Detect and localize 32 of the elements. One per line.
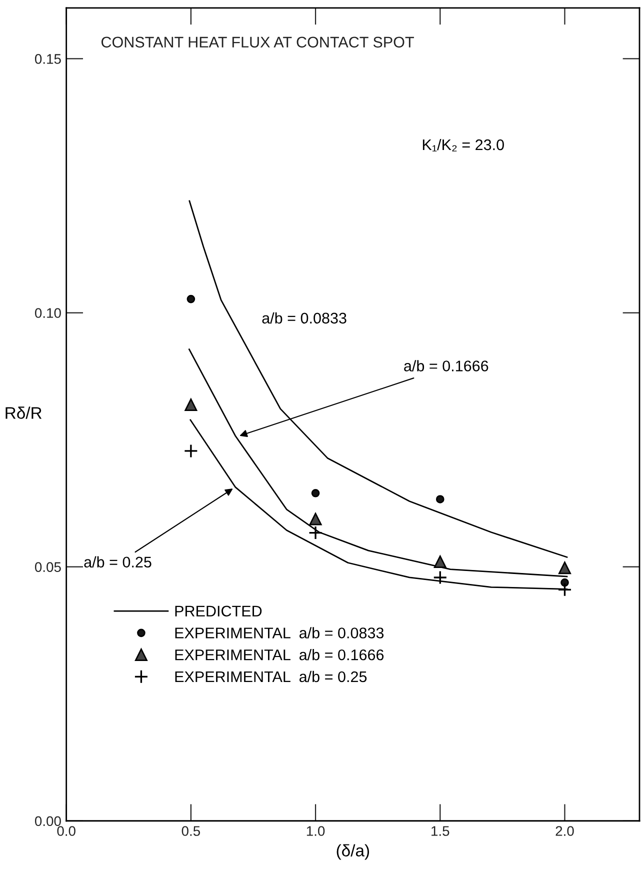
x-tick-label: 1.0 [306,826,325,836]
point [558,582,572,597]
point [558,562,571,574]
point [184,398,198,411]
point [186,294,196,304]
annotation: a/b = 0.25 [84,556,152,568]
point [436,495,444,504]
x-tick-label: 0.0 [57,826,76,836]
y-tick-label: 0.15 [34,54,61,64]
y-tick-label: 0.00 [34,816,61,826]
point [434,555,446,568]
point [308,526,323,540]
y-axis-title: Rδ/R [6,406,42,419]
x-tick-label: 0.5 [182,826,200,836]
legend-label: PREDICTED [175,606,262,617]
annotation: a/b = 0.0833 [262,312,346,324]
annotation: K₁/K₂ = 23.0 [422,138,504,152]
annotation: a/b = 0.1666 [404,360,488,372]
x-tick-label: 1.5 [432,826,450,836]
x-axis-title: (δ/a) [336,844,370,860]
text: CONSTANT HEAT FLUX AT CONTACT SPOT [101,36,414,48]
x-tick-label: 2.0 [556,826,574,836]
legend-label: EXPERIMENTAL a/b = 0.1666 [175,649,384,660]
line-series [188,200,568,558]
y-tick-label: 0.10 [34,308,61,318]
point [184,444,198,458]
point [309,512,322,526]
legend-label: EXPERIMENTAL a/b = 0.25 [175,670,367,682]
point [433,570,448,585]
legend-label: EXPERIMENTAL a/b = 0.0833 [175,627,384,638]
y-tick-label: 0.05 [34,562,61,572]
point [311,488,320,498]
